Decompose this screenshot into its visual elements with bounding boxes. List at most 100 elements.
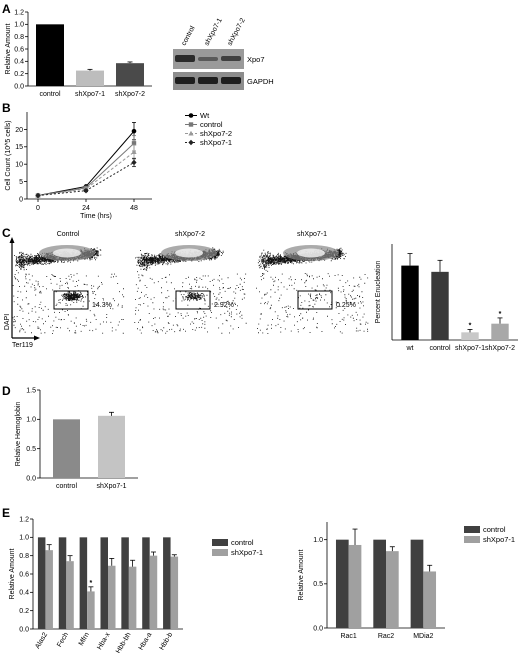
series-shxpo7-1-point [83,187,89,194]
y-tick-label: 0.4 [19,590,29,597]
flow-gate [53,290,89,310]
x-category-label: shXpo7-2 [485,345,515,352]
y-tick-label: 1.0 [26,417,36,424]
bar-rac2 [373,539,386,628]
legend-marker [188,139,194,146]
x-category-label: Hba-a [138,631,154,651]
bar-alas2 [45,550,53,629]
flow-y-axis-label: DAPI [4,314,11,330]
flow-gate-percent: 14.3% [92,302,112,309]
flow-cytometry-plots: Control 14.3% shXpo7-2 2.92% shXpo7-1 0.25% DA… [4,231,369,349]
blot-row-label: Xpo7 [247,55,265,64]
x-category-label: Hbb-bh [115,631,133,653]
flow-y-arrowhead [9,237,15,243]
x-category-label: control [56,483,77,490]
panel-label-d: D [2,384,11,398]
flow-dot-cloud [134,247,247,334]
bar-mdia2 [410,539,424,628]
flow-gate [175,290,211,310]
flow-density-peak [297,248,325,258]
bar-hbb-b [163,537,171,629]
x-axis-label: Time (hrs) [80,213,112,220]
y-tick-label: 1.5 [26,387,36,394]
x-category-label: Rac2 [378,633,394,640]
bar-hba-x [108,565,116,629]
bar-hba-x [100,537,108,629]
y-tick-label: 0.5 [26,446,36,453]
bar-rac2 [386,551,399,628]
series-shxpo7-1-point [35,192,41,199]
legend-swatch [212,549,228,556]
bar-control [36,24,64,86]
y-tick-label: 10 [15,162,23,169]
legend-entry: shXpo7-1 [231,548,263,557]
y-tick-label: 5 [19,179,23,186]
panel-label-b: B [2,101,11,115]
bar-shxpo7-1 [76,70,104,86]
legend-entry: control [483,525,506,534]
flow-gate-percent: 0.25% [336,302,356,309]
x-category-label: Alas2 [34,631,49,650]
legend-entry: control [200,120,223,129]
flow-gate-percent: 2.92% [214,302,234,309]
bar-shxpo7-1 [461,332,479,340]
y-axis-label: Relative Hemoglobin [15,402,22,467]
x-category-label: MDia2 [413,633,433,640]
bar-hba-a [142,537,150,629]
blot-band-xpo7-sh2 [221,56,241,61]
legend-marker [188,122,194,127]
bar-mdia2 [423,571,437,628]
legend-marker [188,130,194,136]
y-tick-label: 0.2 [19,608,29,615]
significance-star: * [90,580,93,587]
x-category-label: wt [406,345,414,352]
y-tick-label: 1.2 [19,516,29,523]
y-tick-label: 0 [19,196,23,203]
bar-mfrn [87,591,95,629]
series-wt-point [131,128,137,134]
y-tick-label: 0.0 [26,475,36,482]
y-tick-label: 0.0 [19,626,29,633]
x-category-label: Mfrn [78,631,91,647]
x-category-label: Hba-x [96,631,112,651]
x-tick-label: 24 [82,205,90,212]
flow-plot-title: Control [57,231,80,238]
x-tick-label: 0 [36,205,40,212]
blot-band-gapdh-sh1 [198,77,218,84]
chart-b-growth-curve: 0 5 10 15 20 0 24 48 Time (hrs) Cell Count (10^5 … [5,111,232,220]
x-tick-label: 48 [130,205,138,212]
y-tick-label: 20 [15,127,23,134]
bar-hbb-bh [121,537,129,629]
bar-hba-a [149,555,158,629]
y-axis-label: Cell Count (10^5 cells) [5,120,12,190]
chart-e-cytoskeletal-genes: 0.0 0.5 1.0 Relative Amount Rac1 Rac2 MDia2 con… [298,522,515,640]
y-tick-label: 0.2 [14,71,24,78]
legend-entry: shXpo7-1 [483,535,515,544]
legend-entry: shXpo7-1 [200,138,232,147]
bar-fech [66,561,74,629]
flow-x-arrowhead [34,335,40,341]
y-tick-label: 1.0 [19,535,29,542]
western-blot: control shXpo7-1 shXpo7-2 Xpo7 GAPDH [173,17,274,90]
blot-row-label: GAPDH [247,77,274,86]
bar-control [431,271,449,340]
y-axis-label: Relative Amount [298,549,305,600]
y-axis-label: Relative Amount [5,23,12,74]
flow-dots [12,247,125,334]
series-control-point [131,141,137,146]
y-tick-label: 0.8 [14,34,24,41]
y-axis-label: Percent Enucleation [375,261,382,324]
flow-dot-cloud [256,247,369,334]
blot-lane-label: shXpo7-1 [204,17,224,47]
flow-dots [256,247,369,334]
legend-entry: Wt [200,111,210,120]
x-category-label: shXpo7-1 [97,483,127,490]
bar-rac1 [348,544,362,628]
y-axis-label: Relative Amount [9,548,16,599]
x-category-label: shXpo7-2 [115,91,145,98]
x-category-label: control [39,91,60,98]
flow-dot-cloud [12,247,125,334]
flow-density-peak [53,248,81,258]
